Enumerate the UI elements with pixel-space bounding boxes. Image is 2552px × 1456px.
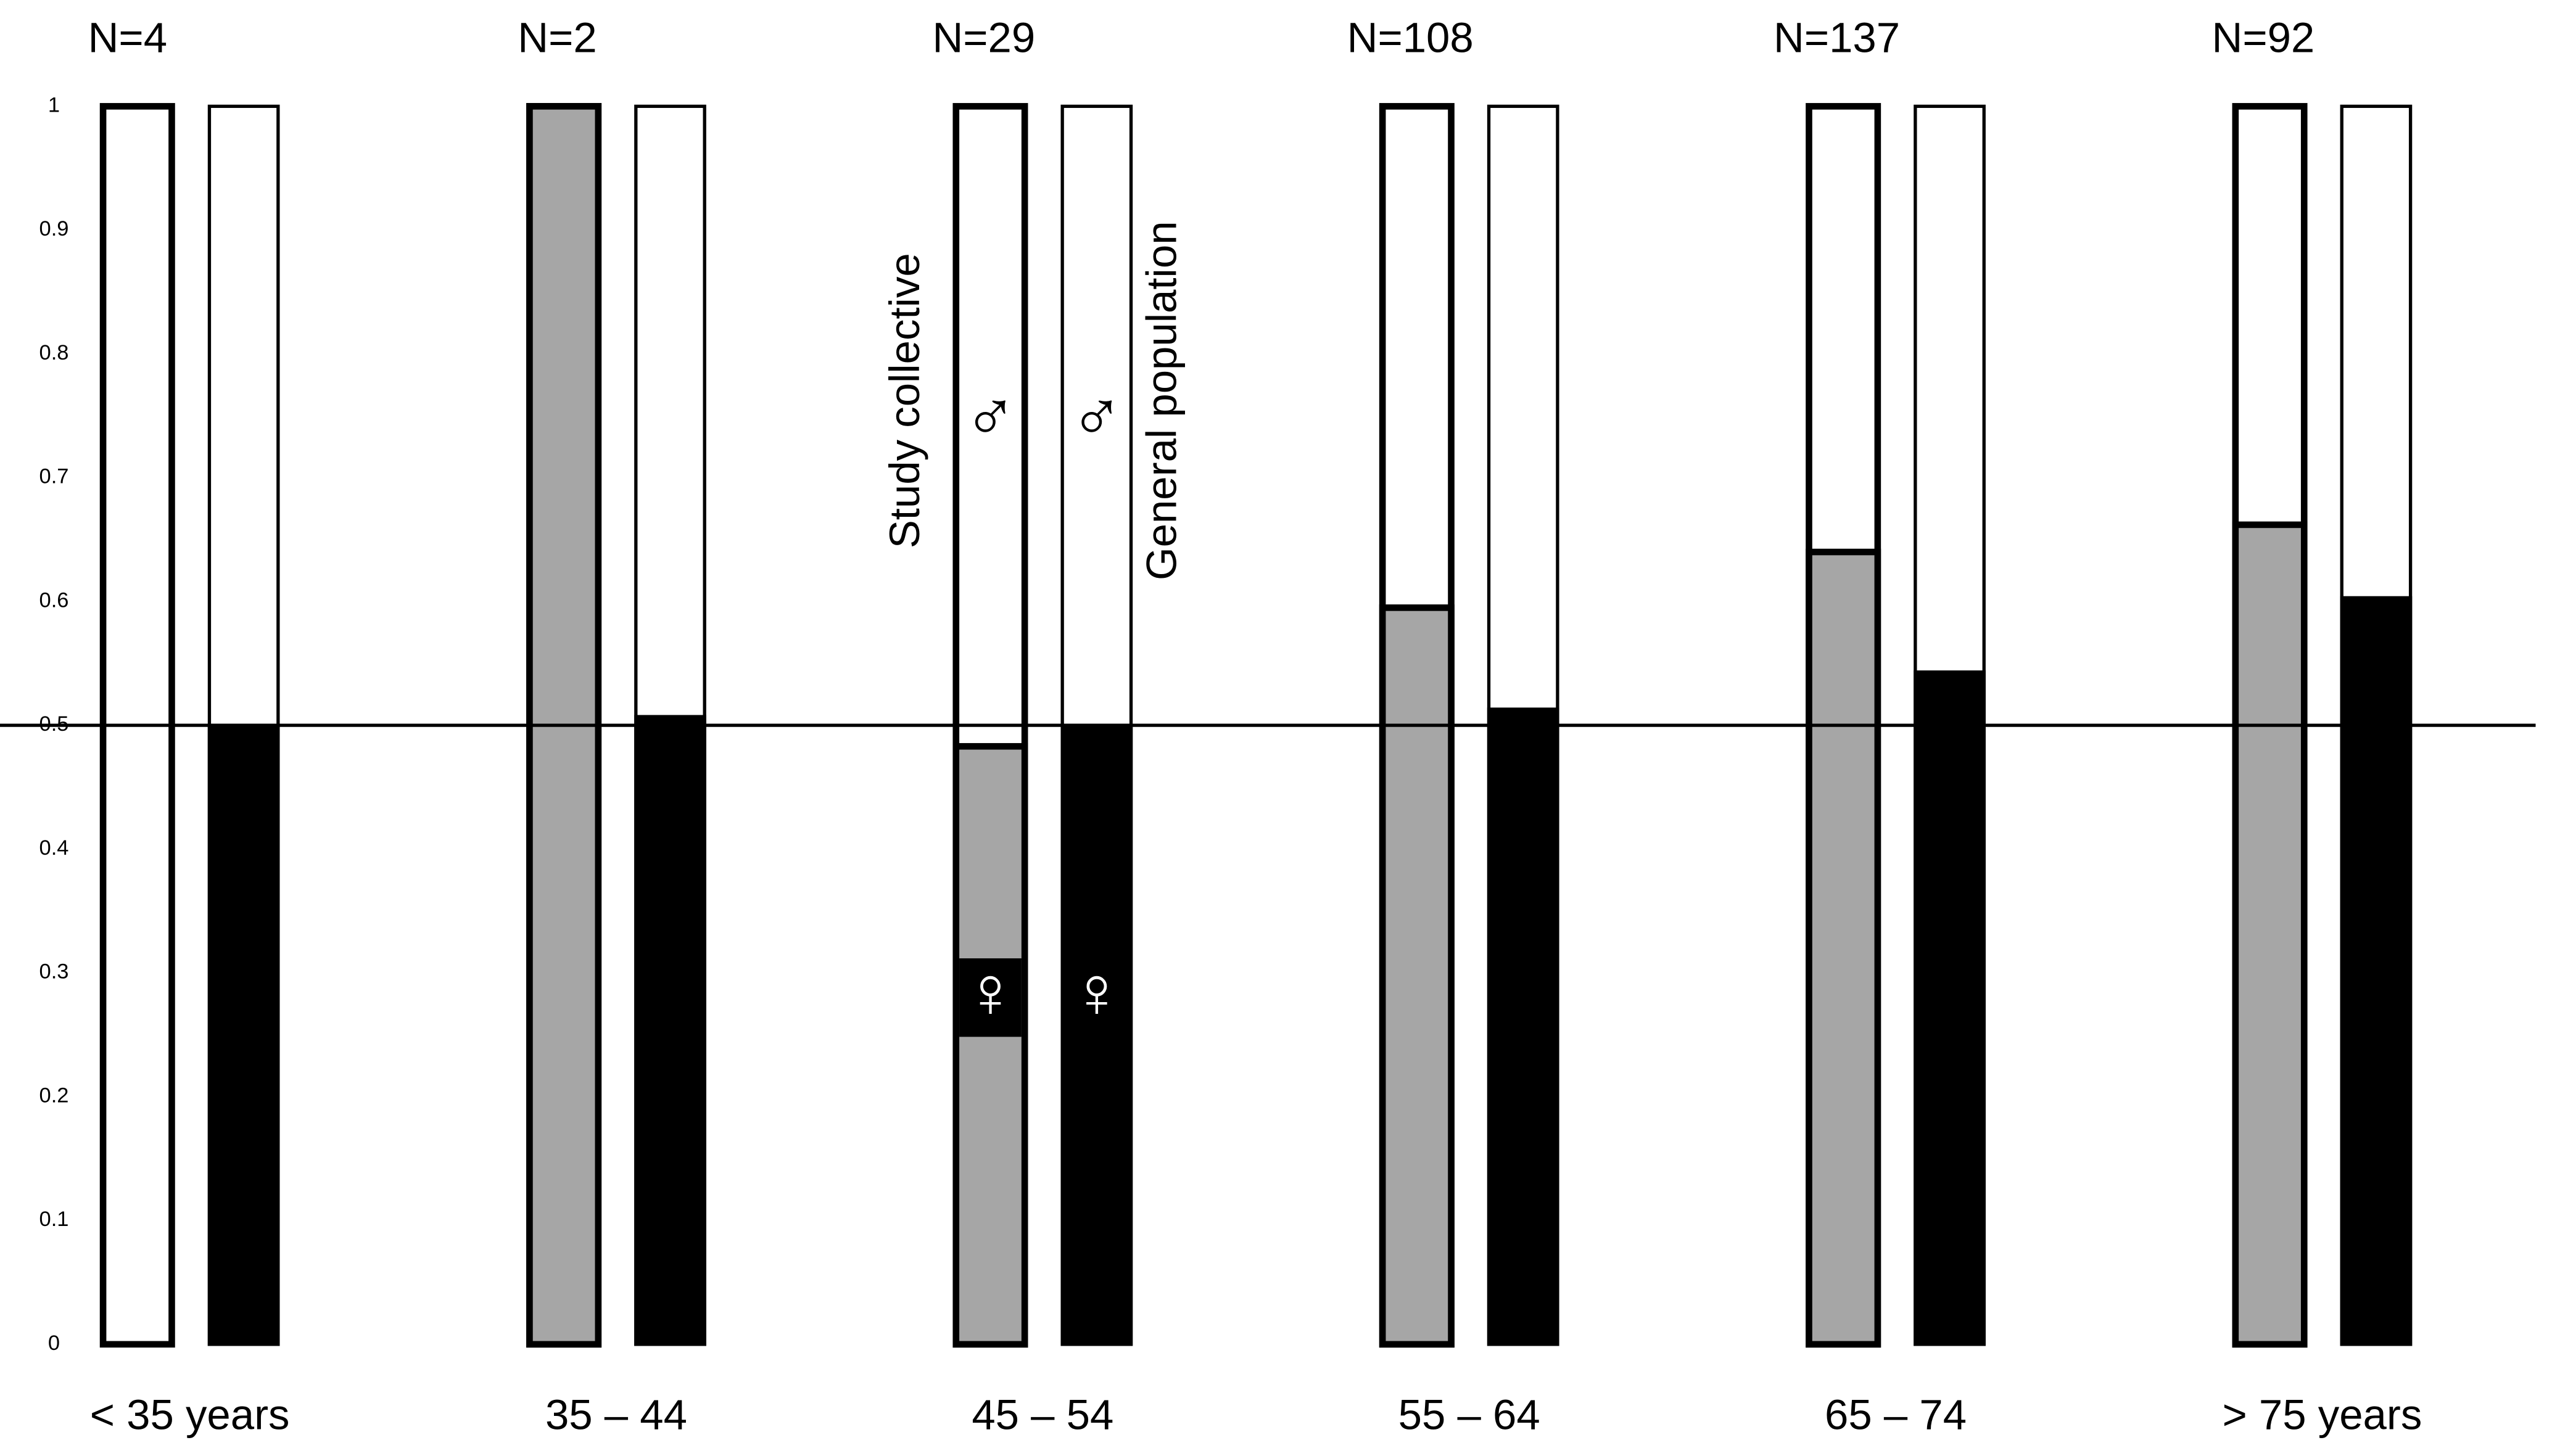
x-tick-label: 55 – 64 bbox=[1398, 1391, 1540, 1438]
y-tick-label: 0 bbox=[48, 1331, 60, 1355]
x-tick-label: 45 – 54 bbox=[972, 1391, 1113, 1438]
y-tick-label: 0.2 bbox=[39, 1084, 69, 1107]
series-label: Study collective bbox=[881, 253, 928, 548]
male-symbol: ♂ bbox=[1070, 376, 1124, 456]
y-tick-label: 0.1 bbox=[39, 1207, 69, 1231]
bar bbox=[952, 742, 1028, 1348]
group-label: N=108 bbox=[1347, 14, 1474, 62]
female-symbol: ♀ bbox=[1070, 951, 1124, 1032]
bar bbox=[207, 723, 280, 1346]
y-tick-label: 0.4 bbox=[39, 836, 69, 860]
group-label: N=137 bbox=[1774, 14, 1900, 62]
bar bbox=[1379, 604, 1455, 1348]
group-label: N=92 bbox=[2212, 14, 2315, 62]
y-tick-label: 0.8 bbox=[39, 341, 69, 364]
y-tick-label: 0.3 bbox=[39, 960, 69, 984]
x-tick-label: 65 – 74 bbox=[1825, 1391, 1967, 1438]
male-symbol: ♂ bbox=[964, 376, 1018, 456]
y-tick-label: 1 bbox=[48, 93, 60, 117]
x-tick-label: < 35 years bbox=[90, 1391, 290, 1438]
y-tick-label: 0.9 bbox=[39, 217, 69, 241]
x-tick-label: 35 – 44 bbox=[545, 1391, 687, 1438]
bar bbox=[2340, 596, 2413, 1346]
bar bbox=[1487, 707, 1559, 1346]
group-label: N=2 bbox=[518, 14, 597, 62]
series-label: General population bbox=[1138, 221, 1185, 580]
x-tick-label: > 75 years bbox=[2222, 1391, 2422, 1438]
bar bbox=[2232, 521, 2308, 1348]
y-tick-label: 0.6 bbox=[39, 588, 69, 612]
y-tick-label: 0.7 bbox=[39, 465, 69, 488]
symbol-box bbox=[959, 958, 1022, 1037]
group-label: N=4 bbox=[88, 14, 167, 62]
group-label: N=29 bbox=[933, 14, 1036, 62]
bar bbox=[1806, 548, 1881, 1348]
female-symbol: ♀ bbox=[964, 951, 1018, 1032]
bar bbox=[634, 715, 706, 1346]
bar bbox=[1914, 670, 1986, 1346]
bar bbox=[1060, 723, 1133, 1346]
